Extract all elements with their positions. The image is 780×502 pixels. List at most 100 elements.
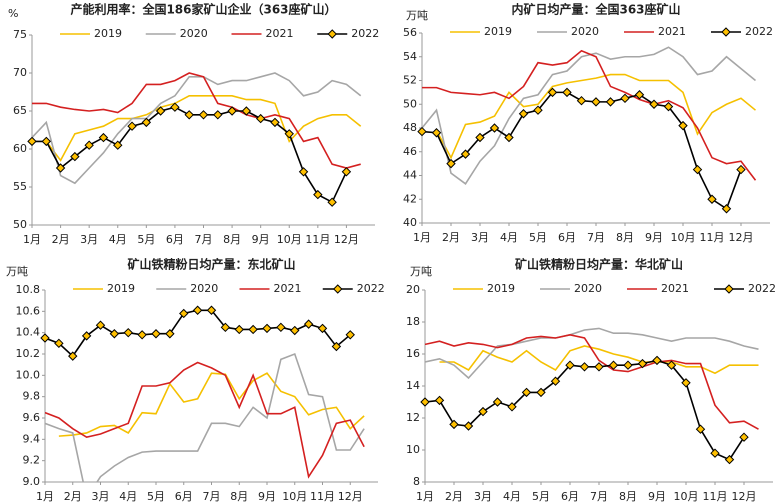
- x-tick-label: 9月: [645, 231, 663, 244]
- series-marker: [262, 323, 272, 334]
- series-marker: [420, 397, 430, 407]
- series-marker: [123, 327, 133, 338]
- series-marker: [41, 136, 51, 147]
- series-marker: [431, 128, 442, 138]
- legend-label: 2019: [107, 282, 135, 295]
- series-marker: [276, 322, 286, 333]
- legend-marker: [721, 27, 731, 37]
- x-tick-label: 2月: [52, 233, 70, 246]
- series-line: [58, 372, 365, 437]
- y-tick-label: 14: [406, 379, 420, 392]
- y-tick-label: 8: [413, 475, 420, 488]
- series-marker: [721, 204, 732, 214]
- series-line: [45, 352, 365, 482]
- series-marker: [518, 109, 529, 119]
- y-tick-label: 9.2: [23, 454, 41, 467]
- legend-label: 2019: [487, 282, 515, 295]
- x-tick-label: 4月: [503, 490, 521, 502]
- x-tick-label: 3月: [474, 490, 492, 502]
- y-tick-label: 56: [403, 26, 417, 39]
- x-tick-label: 1月: [416, 490, 434, 502]
- series-marker: [227, 106, 237, 116]
- unit-label: 万吨: [410, 265, 432, 278]
- series-marker: [331, 341, 342, 352]
- series-marker: [492, 397, 503, 407]
- y-tick-label: 9.6: [23, 411, 41, 424]
- series-marker: [695, 424, 706, 434]
- x-tick-label: 9月: [258, 490, 276, 502]
- series-marker: [137, 330, 147, 340]
- series-marker: [84, 140, 94, 150]
- y-tick-label: 9.8: [23, 390, 41, 403]
- series-marker: [40, 333, 50, 343]
- x-tick-label: 5月: [529, 231, 547, 244]
- series-marker: [724, 454, 735, 465]
- y-tick-label: 10.0: [16, 368, 41, 381]
- series-marker: [155, 106, 166, 116]
- series-marker: [550, 376, 561, 386]
- series-marker: [446, 158, 456, 169]
- y-tick-label: 54: [403, 50, 417, 63]
- series-marker: [345, 330, 355, 340]
- series-marker: [234, 324, 244, 335]
- x-tick-label: 12月: [732, 490, 757, 502]
- x-tick-label: 12月: [338, 490, 363, 502]
- series-marker: [692, 164, 703, 175]
- series-marker: [533, 105, 543, 115]
- y-tick-label: 65: [13, 104, 27, 117]
- x-tick-label: 10月: [674, 490, 699, 502]
- legend-label: 2021: [661, 282, 689, 295]
- series-marker: [179, 308, 189, 319]
- series-marker: [536, 387, 546, 398]
- series-marker: [313, 189, 323, 200]
- y-tick-label: 48: [403, 121, 417, 134]
- legend-marker: [327, 29, 337, 39]
- x-tick-label: 8月: [616, 231, 634, 244]
- legend-label: 2022: [748, 282, 776, 295]
- series-marker: [184, 110, 194, 120]
- series-line: [45, 309, 351, 358]
- series-marker: [298, 167, 309, 177]
- series-line: [425, 333, 759, 430]
- x-tick-label: 11月: [305, 233, 330, 246]
- y-tick-label: 60: [13, 142, 27, 155]
- x-tick-label: 7月: [195, 233, 213, 246]
- y-tick-label: 10: [406, 443, 420, 456]
- series-marker: [710, 448, 720, 458]
- unit-label: 万吨: [6, 265, 28, 278]
- series-marker: [98, 132, 109, 143]
- series-marker: [666, 360, 677, 370]
- series-marker: [241, 106, 252, 116]
- series-marker: [417, 126, 427, 137]
- chart-title: 矿山铁精粉日均产量：华北矿山: [515, 257, 683, 272]
- x-tick-label: 12月: [334, 233, 359, 246]
- series-marker: [284, 129, 294, 139]
- legend-label: 2019: [94, 27, 122, 40]
- x-tick-label: 8月: [619, 490, 637, 502]
- legend-label: 2021: [658, 25, 686, 38]
- legend-marker: [724, 284, 734, 294]
- x-tick-label: 10月: [277, 233, 302, 246]
- y-tick-label: 50: [403, 97, 417, 110]
- series-marker: [475, 132, 485, 143]
- series-marker: [341, 167, 352, 177]
- y-tick-label: 10.8: [16, 283, 41, 296]
- series-marker: [634, 90, 645, 100]
- series-line: [45, 361, 365, 479]
- x-tick-label: 2月: [442, 231, 460, 244]
- x-tick-label: 11月: [310, 490, 335, 502]
- x-tick-label: 3月: [471, 231, 489, 244]
- x-tick-label: 4月: [500, 231, 518, 244]
- series-marker: [489, 123, 500, 133]
- x-tick-label: 8月: [230, 490, 248, 502]
- series-marker: [220, 322, 231, 333]
- series-marker: [434, 395, 445, 406]
- y-tick-label: 40: [403, 216, 417, 229]
- x-tick-label: 6月: [166, 233, 184, 246]
- legend-label: 2020: [574, 282, 602, 295]
- y-tick-label: 20: [406, 283, 420, 296]
- x-tick-label: 11月: [700, 231, 725, 244]
- x-tick-label: 1月: [23, 233, 41, 246]
- series-marker: [605, 97, 616, 107]
